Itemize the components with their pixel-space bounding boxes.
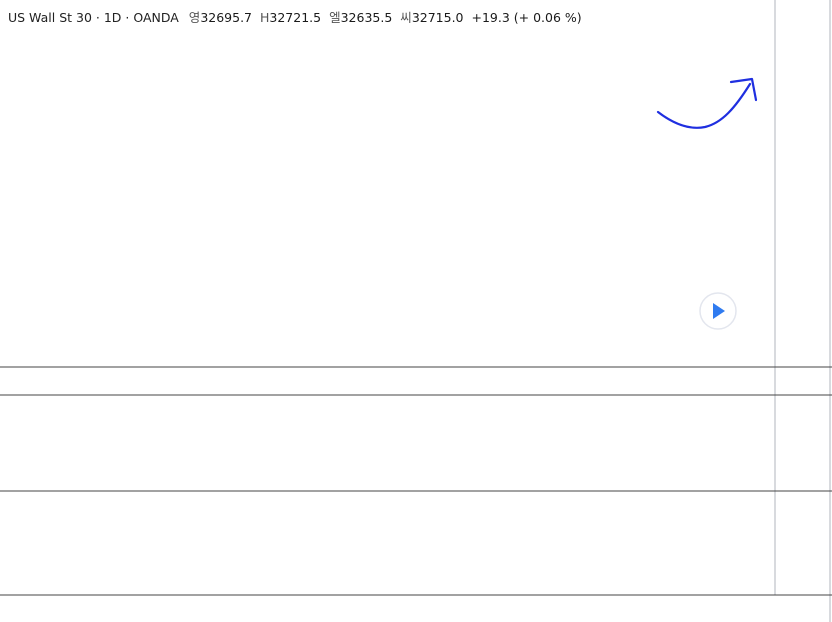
legend-open: 32695.7 — [200, 10, 252, 25]
chart-title: US Wall St 30 · 1D · OANDA — [8, 10, 179, 25]
legend-open-label: 영 — [189, 10, 201, 25]
legend-change: +19.3 (+ 0.06 %) — [472, 10, 582, 25]
legend-low: 32635.5 — [341, 10, 393, 25]
play-button[interactable] — [699, 292, 737, 330]
header: US Wall St 30 · 1D · OANDA 영32695.7 H327… — [8, 10, 582, 25]
drawn-arrow — [656, 82, 752, 129]
legend-low-label: 엘 — [329, 10, 341, 25]
drawn-arrow-head — [729, 77, 758, 102]
legend-high-label: H — [260, 10, 269, 25]
legend-high: 32721.5 — [269, 10, 321, 25]
legend-close: 32715.0 — [412, 10, 464, 25]
legend-close-label: 씨 — [400, 10, 412, 25]
play-icon — [713, 303, 725, 319]
